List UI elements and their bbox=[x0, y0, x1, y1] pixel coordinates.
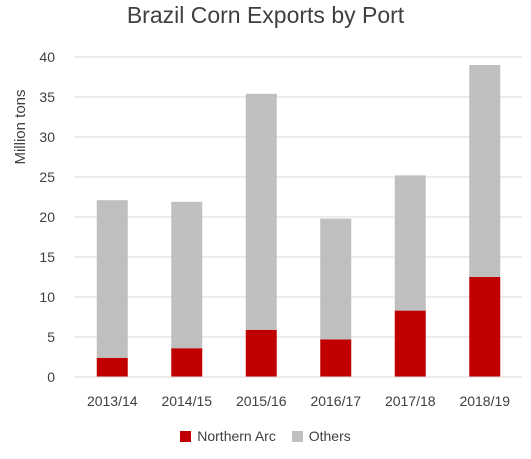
y-tick-label: 40 bbox=[39, 49, 55, 65]
bar-others-2016-17 bbox=[320, 218, 352, 340]
x-tick-label: 2015/16 bbox=[236, 393, 287, 409]
y-tick-label: 30 bbox=[39, 129, 55, 145]
legend-swatch-northern-arc bbox=[180, 430, 192, 442]
bar-northern-arc-2014-15 bbox=[171, 348, 203, 377]
bar-northern-arc-2016-17 bbox=[320, 339, 352, 377]
bar-northern-arc-2013-14 bbox=[96, 357, 128, 377]
legend-swatch-others bbox=[291, 430, 303, 442]
y-axis-label: Million tons bbox=[12, 89, 29, 164]
bar-northern-arc-2015-16 bbox=[245, 329, 277, 377]
y-tick-label: 15 bbox=[39, 249, 55, 265]
y-tick-label: 25 bbox=[39, 169, 55, 185]
chart-title: Brazil Corn Exports by Port bbox=[126, 2, 405, 28]
x-tick-label: 2016/17 bbox=[310, 393, 361, 409]
y-tick-label: 10 bbox=[39, 289, 55, 305]
bar-others-2013-14 bbox=[96, 200, 128, 358]
y-tick-label: 20 bbox=[39, 209, 55, 225]
y-tick-label: 35 bbox=[39, 89, 55, 105]
x-tick-label: 2014/15 bbox=[161, 393, 212, 409]
bar-others-2015-16 bbox=[245, 93, 277, 330]
bar-others-2014-15 bbox=[171, 201, 203, 349]
legend-item-others: Others bbox=[291, 428, 351, 444]
x-tick-label: 2013/14 bbox=[87, 393, 138, 409]
legend: Northern Arc Others bbox=[0, 428, 531, 445]
bar-northern-arc-2018-19 bbox=[469, 277, 501, 377]
x-tick-label: 2018/19 bbox=[459, 393, 510, 409]
legend-label-others: Others bbox=[308, 428, 351, 444]
bar-others-2018-19 bbox=[469, 65, 501, 277]
y-tick-label: 5 bbox=[47, 329, 55, 345]
y-tick-label: 0 bbox=[47, 369, 55, 385]
legend-label-northern-arc: Northern Arc bbox=[197, 428, 276, 444]
x-tick-label: 2017/18 bbox=[385, 393, 436, 409]
bar-others-2017-18 bbox=[394, 175, 426, 311]
bar-northern-arc-2017-18 bbox=[394, 310, 426, 377]
legend-item-northern-arc: Northern Arc bbox=[180, 428, 276, 444]
